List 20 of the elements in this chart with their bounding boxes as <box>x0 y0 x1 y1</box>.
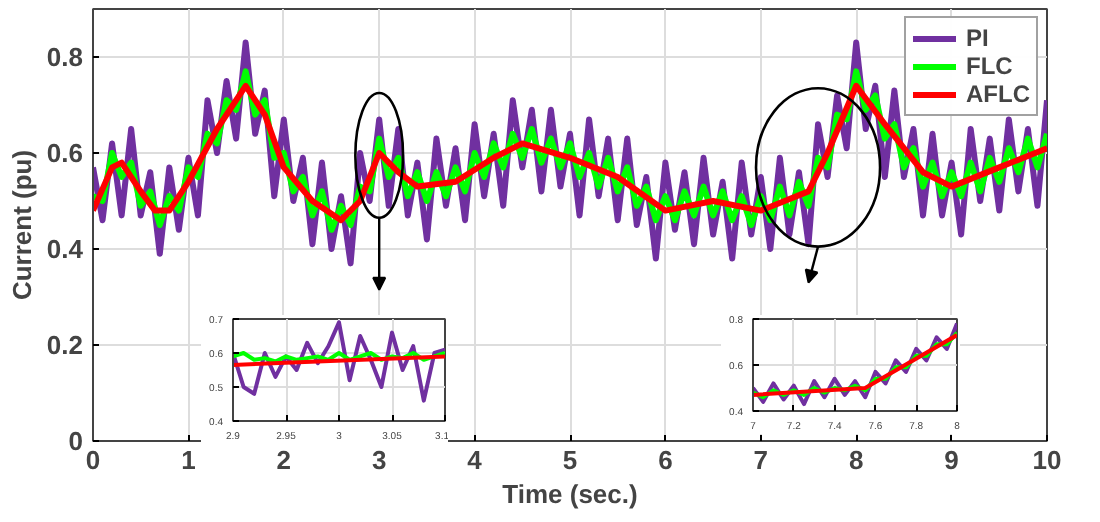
x-tick-label: 10 <box>1032 445 1062 475</box>
x-tick-label: 4 <box>467 445 484 475</box>
x-tick-label: 6 <box>658 445 673 475</box>
x-tick-label: 5 <box>562 445 578 475</box>
x-tick-label: 3 <box>371 445 387 475</box>
legend-label: PI <box>966 24 991 52</box>
y-tick-label: 0.8 <box>46 42 84 72</box>
x-tick-label: 2 <box>276 445 292 475</box>
legend-label: FLC <box>966 52 1013 80</box>
legend-label: AFLC <box>966 80 1030 108</box>
line-series <box>233 320 445 403</box>
y-tick-label: 0.4 <box>46 234 85 264</box>
x-tick-label: 8 <box>848 445 864 475</box>
y-tick-label: 0.2 <box>46 330 84 360</box>
x-tick-label: 9 <box>944 445 959 475</box>
x-axis-title: Time (sec.) <box>502 479 638 509</box>
y-tick-label: 0.6 <box>46 138 84 168</box>
y-axis-title: Current (pu) <box>6 149 37 301</box>
x-tick-label: 7 <box>753 445 769 475</box>
x-tick-label: 1 <box>181 445 196 475</box>
